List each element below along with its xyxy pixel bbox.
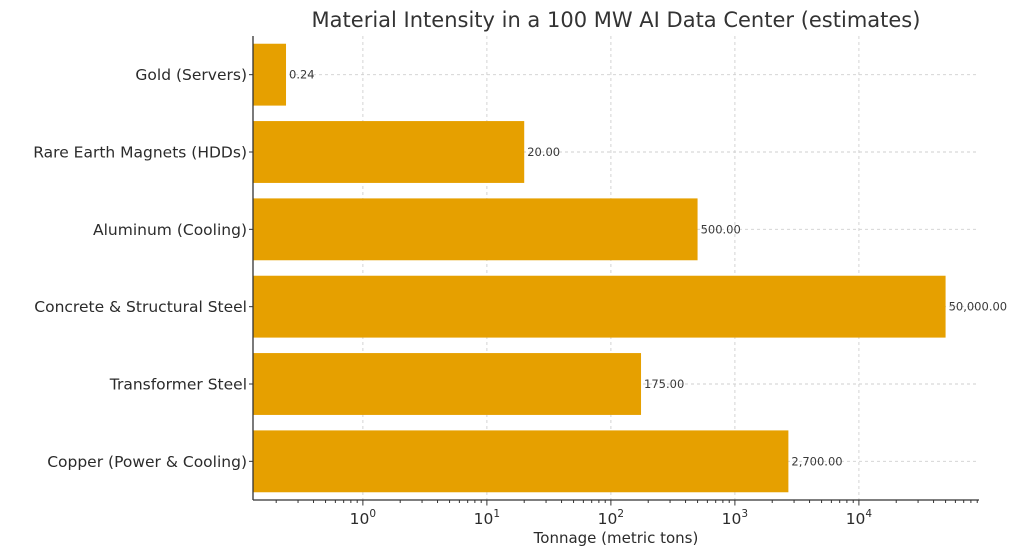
bar (253, 275, 946, 338)
x-tick-label: 102 (598, 508, 624, 528)
x-axis-label: Tonnage (metric tons) (533, 529, 699, 547)
value-label: 0.24 (289, 68, 315, 82)
bar (253, 121, 525, 183)
x-tick-label: 101 (474, 508, 500, 528)
x-tick-label: 104 (846, 508, 873, 528)
x-tick-label: 100 (350, 508, 376, 528)
bar (253, 430, 789, 493)
category-label: Aluminum (Cooling) (93, 221, 247, 239)
bar (253, 353, 642, 415)
value-labels: 0.24 20.00 500.00 50,000.00 175.00 2,700.00 (289, 68, 1007, 469)
category-label: Concrete & Structural Steel (34, 298, 247, 316)
value-label: 50,000.00 (949, 300, 1008, 314)
axes (249, 36, 979, 506)
bars (253, 43, 946, 493)
value-label: 175.00 (644, 377, 684, 391)
chart-title: Material Intensity in a 100 MW AI Data C… (312, 8, 921, 32)
y-axis-labels: Gold (Servers) Rare Earth Magnets (HDDs) A… (33, 66, 247, 471)
x-axis-ticks: 100 101 102 103 104 (350, 508, 873, 528)
value-label: 2,700.00 (791, 454, 842, 468)
category-label: Transformer Steel (109, 376, 247, 394)
value-label: 20.00 (527, 145, 560, 159)
category-label: Gold (Servers) (135, 66, 247, 84)
category-label: Copper (Power & Cooling) (47, 453, 247, 471)
category-label: Rare Earth Magnets (HDDs) (33, 144, 247, 162)
bar (253, 198, 698, 261)
x-tick-label: 103 (722, 508, 748, 528)
value-label: 500.00 (701, 222, 741, 236)
bar (253, 43, 287, 106)
